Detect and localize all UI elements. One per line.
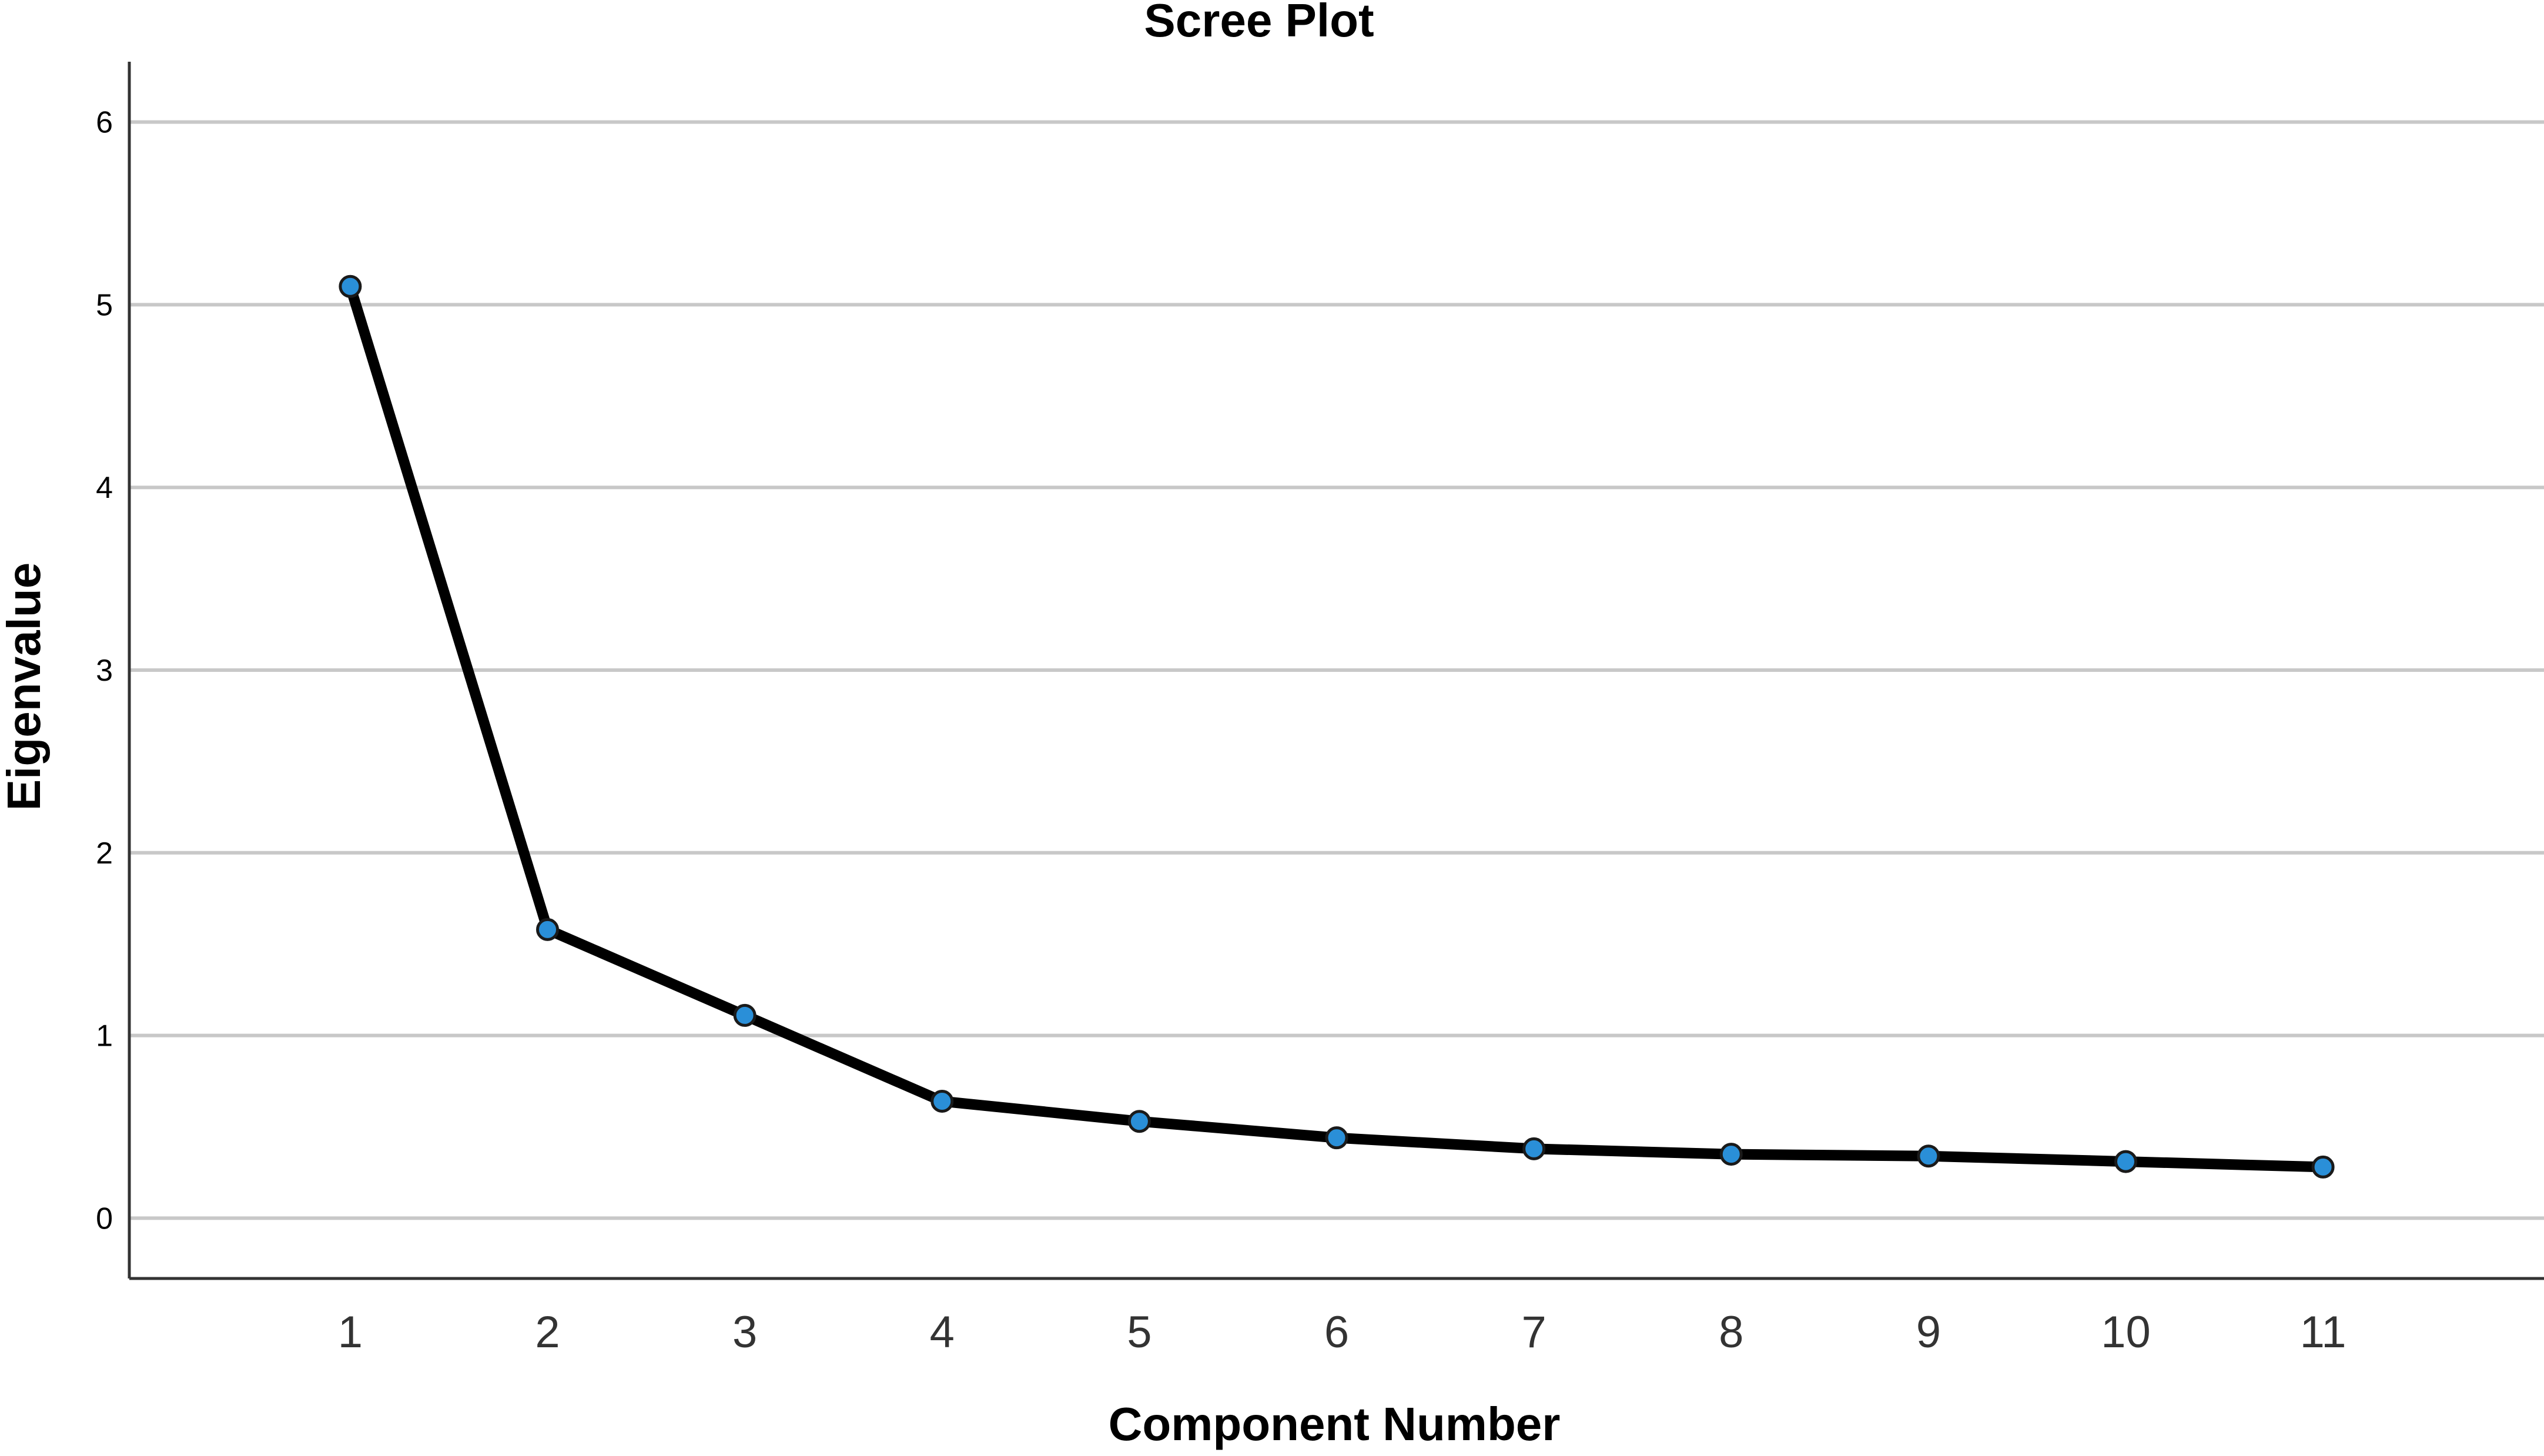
data-point [1522,1137,1546,1160]
data-point [1127,1110,1151,1133]
axes [128,62,2544,1280]
data-point [2114,1150,2137,1173]
data-point [733,1003,756,1027]
gridlines [129,120,2544,1220]
y-tick-label: 0 [96,1201,113,1236]
data-point [2311,1155,2335,1179]
y-axis-label: Eigenvalue [0,563,50,811]
x-tick-label: 5 [1127,1307,1152,1357]
x-tick-label: 9 [1916,1307,1941,1357]
data-point [1719,1143,1743,1166]
data-point [1917,1144,1940,1168]
x-tick-label: 8 [1719,1307,1743,1357]
data-point [930,1090,954,1113]
y-axis-ticks: 0 1 2 3 4 5 6 [96,106,113,1236]
data-point [536,918,560,941]
x-tick-label: 7 [1521,1307,1546,1357]
data-point [1325,1126,1348,1150]
x-tick-label: 4 [930,1307,955,1357]
x-tick-label: 10 [2101,1307,2151,1357]
data-point [339,275,362,298]
y-tick-label: 6 [96,106,113,140]
y-tick-label: 5 [96,288,113,322]
y-tick-label: 2 [96,836,113,871]
x-axis-ticks: 1 2 3 4 5 6 7 8 9 10 11 [338,1307,2346,1357]
x-tick-label: 6 [1324,1307,1349,1357]
x-tick-label: 3 [732,1307,757,1357]
y-tick-label: 3 [96,654,113,688]
chart-title: Scree Plot [1144,0,1374,46]
x-tick-label: 11 [2300,1307,2346,1357]
x-tick-label: 2 [535,1307,560,1357]
series-group [339,275,2335,1179]
x-axis-label: Component Number [1109,1398,1561,1450]
y-tick-label: 4 [96,471,113,505]
y-tick-label: 1 [96,1019,113,1053]
x-tick-label: 1 [338,1307,363,1357]
